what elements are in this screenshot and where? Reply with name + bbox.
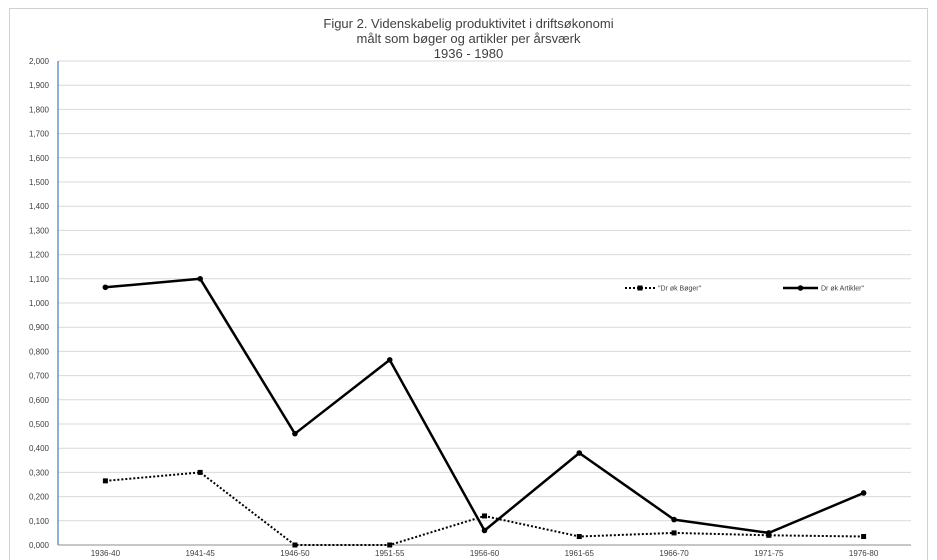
y-tick-label: 1,600 <box>29 154 50 163</box>
x-tick-label: 1936-40 <box>91 549 121 558</box>
y-tick-label: 1,400 <box>29 202 50 211</box>
chart-title-line-2: målt som bøger og artikler per årsværk <box>356 31 581 46</box>
legend-marker <box>797 285 804 291</box>
data-point <box>197 276 203 282</box>
data-point <box>197 469 203 475</box>
x-tick-label: 1941-45 <box>185 549 215 558</box>
data-point <box>387 542 393 548</box>
data-point <box>576 534 582 540</box>
series-line-1 <box>105 471 864 546</box>
data-point <box>292 430 298 437</box>
data-point <box>576 450 583 456</box>
data-point <box>102 478 108 484</box>
y-tick-label: 2,000 <box>29 57 50 66</box>
series-line-2 <box>105 277 865 535</box>
x-tick-label: 1961-65 <box>565 549 595 558</box>
data-point <box>671 516 677 523</box>
x-tick-label: 1951-55 <box>375 549 405 558</box>
data-point <box>386 357 393 363</box>
legend: "Dr øk Bøger" Dr øk Artikler" <box>625 285 864 293</box>
data-point <box>861 534 867 540</box>
y-tick-label: 1,100 <box>29 275 50 284</box>
x-tick-label: 1966-70 <box>659 549 689 558</box>
y-tick-labels: 0,000 0,100 0,200 0,300 0,400 0,500 0,600 0,700… <box>29 57 50 550</box>
data-point <box>860 490 867 496</box>
legend-label: Dr øk Artikler" <box>821 286 864 293</box>
gridlines <box>58 60 911 522</box>
series-group <box>102 276 867 548</box>
y-tick-label: 0,000 <box>29 541 50 550</box>
x-tick-label: 1946-50 <box>280 549 310 558</box>
y-tick-label: 1,900 <box>29 81 50 90</box>
chart-title-line-3: 1936 - 1980 <box>433 46 504 61</box>
y-tick-label: 1,200 <box>29 251 50 260</box>
chart-title: Figur 2. Videnskabelig produktivitet i d… <box>0 16 937 61</box>
x-tick-label: 1976-80 <box>849 549 879 558</box>
y-tick-label: 0,100 <box>29 517 50 526</box>
y-tick-label: 1,800 <box>29 105 50 114</box>
x-tick-label: 1956-60 <box>470 549 500 558</box>
y-tick-label: 0,500 <box>29 420 50 429</box>
y-tick-label: 0,600 <box>29 396 50 405</box>
data-point <box>766 530 772 536</box>
y-tick-label: 1,300 <box>29 226 50 235</box>
y-tick-label: 1,500 <box>29 178 50 187</box>
y-tick-label: 0,700 <box>29 372 50 381</box>
legend-label: "Dr øk Bøger" <box>658 286 702 293</box>
y-tick-label: 1,000 <box>29 299 50 308</box>
y-tick-label: 0,900 <box>29 323 50 332</box>
x-tick-label: 1971-75 <box>754 549 784 558</box>
y-tick-label: 1,700 <box>29 130 50 139</box>
y-tick-label: 0,400 <box>29 444 50 453</box>
chart-title-line-1: Figur 2. Videnskabelig produktivitet i d… <box>323 16 614 31</box>
chart-frame <box>9 8 928 560</box>
y-tick-label: 0,200 <box>29 493 50 502</box>
data-point <box>482 513 487 519</box>
data-point <box>481 527 488 534</box>
data-point <box>102 284 109 291</box>
data-point <box>671 530 677 536</box>
y-tick-label: 0,300 <box>29 468 50 477</box>
y-tick-label: 0,800 <box>29 347 50 356</box>
data-point <box>292 542 298 548</box>
axes <box>57 61 911 546</box>
legend-marker <box>637 285 643 291</box>
x-tick-labels: 1936-40 1941-45 1946-50 1951-55 1956-60 1961-… <box>91 549 879 558</box>
